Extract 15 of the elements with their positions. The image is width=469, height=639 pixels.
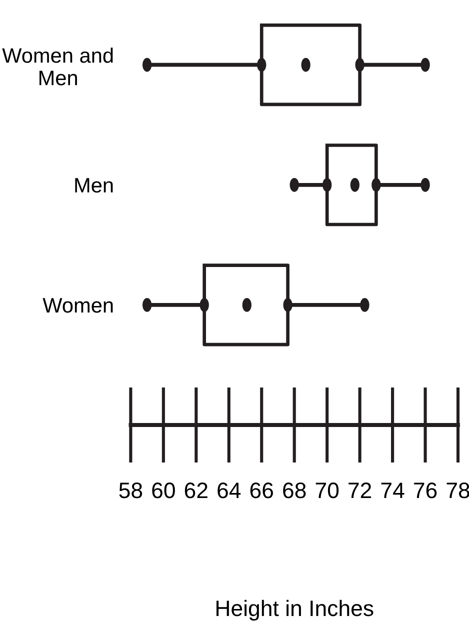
x-tick-label: 64	[218, 482, 241, 498]
x-tick-label: 76	[414, 482, 437, 498]
y-tick-label: Women and Men	[2, 48, 113, 86]
x-tick-label: 70	[316, 482, 339, 498]
x-tick-label: 58	[119, 482, 142, 498]
x-tick-label: 62	[184, 482, 208, 498]
x-tick-label: 74	[381, 482, 404, 498]
x-tick-label: 78	[446, 482, 469, 498]
y-tick-label: Women	[42, 298, 113, 313]
y-tick-label: Men	[75, 178, 113, 193]
x-tick-label: 60	[152, 482, 175, 498]
x-tick-label: 66	[250, 482, 274, 498]
x-tick-label: 72	[348, 482, 372, 498]
x-axis-title: Height in Inches	[216, 600, 374, 621]
x-tick-label: 68	[283, 482, 306, 498]
